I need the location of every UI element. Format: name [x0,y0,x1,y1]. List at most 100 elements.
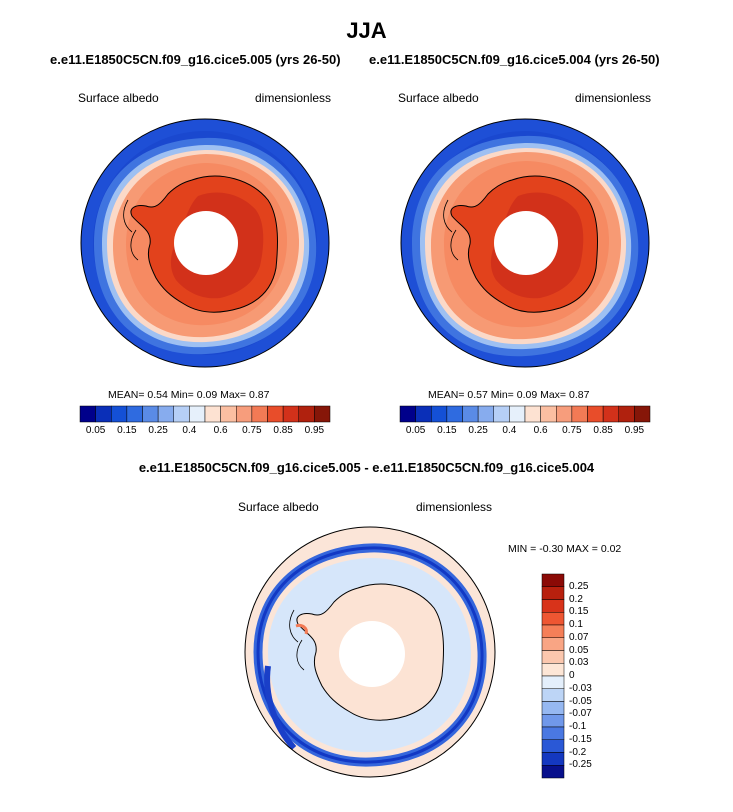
panel2-map [400,118,650,368]
colorbar-swatch [541,612,565,626]
page-title: JJA [346,18,387,43]
colorbar-tick-label: 0.6 [533,425,548,436]
colorbar-tick-label: -0.03 [569,682,592,694]
colorbar-swatch [157,405,174,423]
min-value: -0.30 [539,543,564,555]
panel3-variable-label: Surface albedo [238,500,319,514]
max-value: 0.02 [600,543,622,555]
peninsula-positive-anomaly [295,624,308,635]
panel3-colorbar [541,573,565,779]
colorbar-swatch [493,405,510,423]
difference-title: e.e11.E1850C5CN.f09_g16.cice5.005 - e.e1… [138,460,595,475]
colorbar-swatch [541,663,565,677]
max-label: Max= [220,389,247,401]
min-label: Min= [490,389,514,401]
panel1-title: e.e11.E1850C5CN.f09_g16.cice5.005 (yrs 2… [50,52,341,67]
colorbar-swatch [541,599,565,613]
colorbar-swatch [204,405,221,423]
colorbar-tick-label: -0.1 [569,721,587,732]
colorbar-tick-label: -0.2 [569,746,587,758]
colorbar-tick-label: 0.15 [437,425,457,436]
colorbar-tick-label: 0.05 [85,425,106,436]
antarctic-peninsula-coast [443,199,459,261]
colorbar-swatch [79,405,96,423]
panel3-units-label: dimensionless [416,500,493,514]
antarctic-peninsula-coast [123,199,139,261]
colorbar-swatch [267,405,284,423]
colorbar-swatch [524,405,541,423]
colorbar-swatch [126,405,143,423]
colorbar-swatch [634,405,651,423]
map-border [400,118,650,368]
colorbar-swatch [618,405,635,423]
colorbar-tick-label: 0.75 [242,425,262,436]
mean-value: 0.57 [467,389,488,401]
panel2-stats: MEAN= 0.57 Min= 0.09 Max= 0.87 [428,389,589,401]
colorbar-tick-label: 0.05 [405,425,426,436]
colorbar-swatch [541,701,565,715]
colorbar-swatch [298,405,315,423]
colorbar-swatch [540,405,557,423]
colorbar-swatch [314,405,331,423]
colorbar-swatch [571,405,588,423]
colorbar-swatch [431,405,448,423]
max-value: 0.87 [248,389,270,401]
colorbar-swatch [556,405,573,423]
colorbar-swatch [509,405,526,423]
colorbar-swatch [541,650,565,664]
colorbar-swatch [541,726,565,740]
colorbar-swatch [541,573,565,587]
colorbar-tick-label: 0.95 [624,425,645,436]
max-value: 0.87 [568,389,590,401]
colorbar-swatch [462,405,479,423]
max-label: Max= [540,389,567,401]
mean-value: 0.54 [147,389,168,401]
colorbar-swatch [541,624,565,638]
colorbar-tick-label: 0.05 [569,644,589,656]
map-border [244,526,496,778]
polar-hole [494,211,558,275]
colorbar-tick-label: 0.25 [148,425,168,436]
panel3-map [244,526,496,778]
colorbar-swatch [142,405,159,423]
colorbar-tick-label: 0.25 [468,425,488,436]
panel2-units-label: dimensionless [575,91,652,105]
colorbar-swatch [541,675,565,689]
colorbar-swatch [399,405,416,423]
colorbar-swatch [236,405,253,423]
colorbar-swatch [446,405,463,423]
colorbar-swatch [541,765,565,779]
min-value: 0.09 [196,389,218,401]
colorbar-tick-label: 0.6 [213,425,228,436]
panel1-map [80,118,330,368]
panel1-colorbar [79,405,331,423]
antarctic-peninsula-coast [289,609,305,671]
colorbar-swatch [173,405,190,423]
colorbar-tick-label: 0 [569,670,575,681]
colorbar-tick-label: 0.25 [569,580,589,592]
polar-hole [339,621,405,687]
min-value: 0.09 [516,389,538,401]
colorbar-swatch [541,752,565,766]
colorbar-tick-label: 0.85 [273,425,293,436]
colorbar-tick-label: -0.15 [569,733,592,745]
colorbar-tick-label: 0.15 [117,425,137,436]
panel1-variable-label: Surface albedo [78,91,159,105]
colorbar-tick-label: -0.25 [569,759,592,771]
colorbar-tick-label: 0.03 [569,657,589,669]
colorbar-tick-label: 0.75 [562,425,582,436]
colorbar-tick-label: 0.95 [304,425,325,436]
colorbar-swatch [541,714,565,728]
colorbar-tick-label: -0.07 [569,708,592,720]
panel2-variable-label: Surface albedo [398,91,479,105]
pacific-sector-band [264,665,297,751]
colorbar-swatch [95,405,112,423]
panel1-stats: MEAN= 0.54 Min= 0.09 Max= 0.87 [108,389,269,401]
colorbar-tick-label: 0.4 [502,425,517,436]
colorbar-tick-label: 0.4 [182,425,197,436]
panel2-title: e.e11.E1850C5CN.f09_g16.cice5.004 (yrs 2… [369,52,660,67]
colorbar-swatch [282,405,299,423]
colorbar-tick-label: 0.85 [593,425,613,436]
colorbar-swatch [541,739,565,753]
mean-label: MEAN= [428,389,465,401]
